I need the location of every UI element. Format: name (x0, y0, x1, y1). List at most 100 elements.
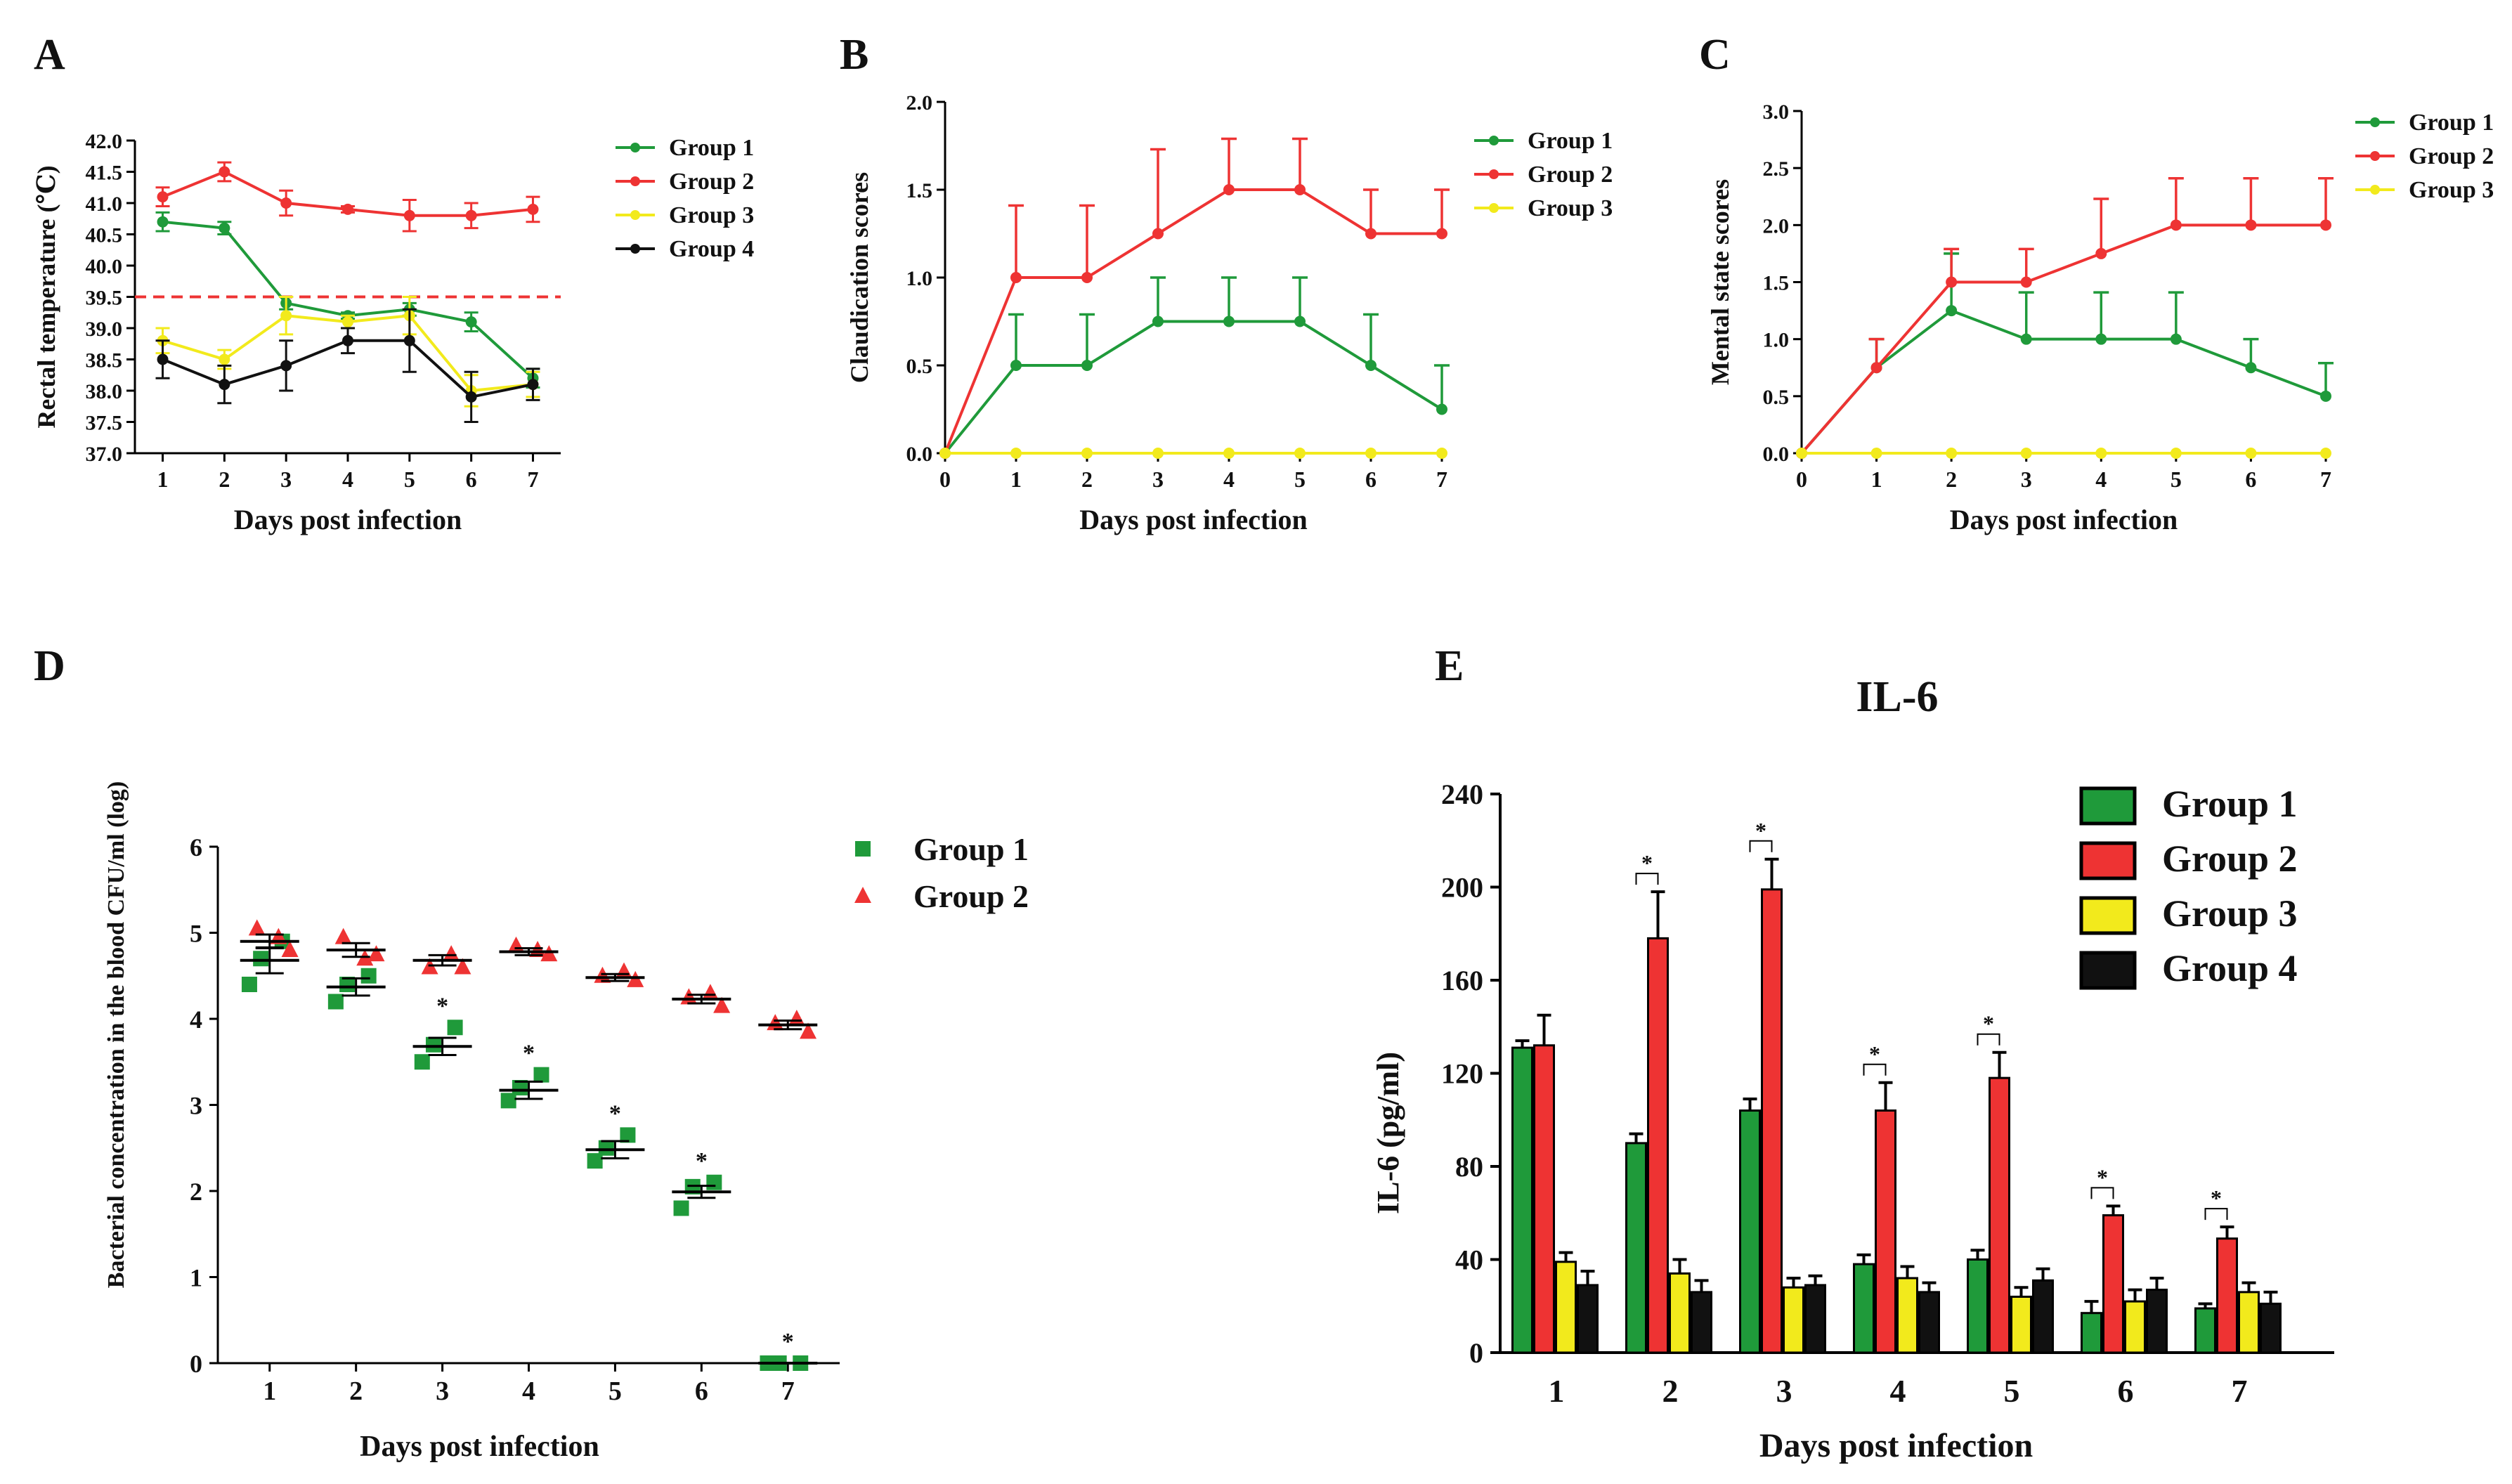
panel-e-y-tick-label: 40 (1455, 1244, 1483, 1276)
panel-b-data-point (939, 448, 951, 459)
panel-a-legend-label: Group 4 (669, 236, 754, 262)
panel-b-y-tick-label: 1.0 (906, 267, 933, 290)
panel-d-y-tick-label: 0 (190, 1350, 202, 1378)
panel-b-y-tick-label: 0.5 (906, 355, 933, 378)
panel-c-y-tick-label: 0.5 (1763, 386, 1790, 409)
panel-b-series-line-2 (944, 188, 1442, 454)
panel-c-legend-marker (2370, 185, 2380, 195)
panel-a-x-tick-label: 5 (404, 467, 415, 492)
panel-b-data-point (1010, 272, 1022, 283)
panel-d-point-group2 (701, 984, 719, 1001)
panel-b-data-point (1081, 272, 1093, 283)
panel-c-x-tick-label: 7 (2320, 467, 2331, 492)
panel-d-point-group2 (713, 996, 731, 1013)
panel-a-legend-marker (630, 244, 640, 254)
panel-c-data-point (2095, 247, 2107, 259)
panel-d-significance-star: * (436, 993, 448, 1019)
panel-d-point-group2 (767, 1014, 784, 1031)
panel-b-data-point (1294, 448, 1306, 459)
panel-d-significance-star: * (696, 1148, 708, 1174)
panel-e-significance-bracket (1977, 1033, 2000, 1046)
panel-c-data-point (2095, 448, 2107, 459)
panel-d-point-group2 (800, 1022, 817, 1039)
panel-c-data-point (2020, 333, 2032, 345)
panel-e-x-tick-label: 6 (2118, 1373, 2134, 1409)
panel-a-data-point (280, 197, 292, 209)
panel-label-d: D (34, 642, 65, 690)
panel-a-data-point (280, 360, 292, 372)
panel-b-data-point (1223, 184, 1235, 195)
panel-e-bar-group4 (2032, 1279, 2054, 1354)
panel-c-x-tick-label: 4 (2095, 467, 2107, 492)
panel-c-data-point (1946, 276, 1958, 288)
panel-c-x-tick-label: 5 (2171, 467, 2182, 492)
panel-e-bar-group2 (2216, 1237, 2238, 1354)
panel-c-y-tick-label: 2.5 (1763, 157, 1790, 181)
panel-d-significance-star: * (609, 1100, 621, 1126)
panel-c-legend-marker (2370, 151, 2380, 161)
panel-e-y-tick-label: 200 (1441, 872, 1483, 904)
panel-c-data-point (2245, 362, 2257, 374)
panel-e-bar-group3 (1783, 1286, 1804, 1354)
panel-e-bar-group2 (2102, 1214, 2124, 1354)
panel-e-bar-group1 (2194, 1307, 2216, 1354)
panel-a-x-tick-label: 3 (280, 467, 292, 492)
panel-e-significance-bracket (2090, 1187, 2114, 1199)
panel-e-bar-group1 (1625, 1142, 1647, 1354)
panel-b-y-axis-label: Claudication scores (845, 172, 873, 383)
panel-e-title: IL-6 (1856, 673, 1938, 721)
panel-a-data-point (403, 209, 415, 221)
panel-a-y-tick-label: 41.0 (86, 193, 123, 216)
panel-e-bar-group1 (1853, 1263, 1875, 1354)
panel-c-y-axis-label: Mental state scores (1706, 179, 1734, 385)
panel-b-data-point (1436, 448, 1447, 459)
panel-a-legend-label: Group 1 (669, 135, 754, 161)
panel-e-bar-group3 (1669, 1272, 1691, 1354)
panel-d-legend-marker-group1 (855, 841, 871, 857)
panel-b-x-tick-label: 3 (1152, 467, 1164, 492)
panel-a-x-axis-label: Days post infection (234, 504, 462, 535)
panel-e-significance-star: * (2211, 1185, 2222, 1211)
panel-d-point-group2 (281, 941, 299, 957)
panel-e-legend-label: Group 3 (2162, 892, 2298, 935)
panel-c-data-point (2320, 448, 2331, 459)
panel-a-legend-marker (630, 210, 640, 220)
panel-e-bar-group2 (1533, 1044, 1555, 1354)
panel-a-legend-marker (630, 143, 640, 152)
panel-d-x-tick-label: 2 (349, 1376, 363, 1406)
panel-a-y-tick-label: 42.0 (86, 130, 123, 153)
panel-d-legend-label: Group 2 (913, 878, 1029, 914)
panel-d-legend-marker-group2 (854, 887, 871, 903)
panel-d-point-group1 (447, 1020, 463, 1036)
panel-a-data-point (280, 310, 292, 322)
panel-c-legend-label: Group 2 (2409, 143, 2494, 169)
panel-e-y-axis-label: IL-6 (pg/ml) (1371, 1052, 1405, 1214)
panel-label-a: A (34, 31, 65, 79)
panel-b-x-tick-label: 0 (939, 467, 951, 492)
panel-d-x-tick-label: 7 (781, 1376, 795, 1406)
panel-e-significance-star: * (1755, 818, 1766, 843)
panel-d-significance-star: * (523, 1041, 535, 1067)
panel-d-point-group1 (327, 994, 344, 1010)
panel-e-x-tick-label: 7 (2232, 1373, 2248, 1409)
panel-e-bar-group3 (1896, 1277, 1918, 1354)
panel-e-y-tick-label: 80 (1455, 1151, 1483, 1183)
panel-a-y-tick-label: 39.5 (86, 287, 123, 310)
panel-c-data-point (1946, 305, 1958, 317)
panel-b-data-point (1436, 228, 1447, 240)
panel-d-point-group2 (680, 988, 698, 1005)
panel-e-bar-group3 (2124, 1300, 2146, 1354)
panel-b-data-point (1365, 360, 1377, 371)
panel-d-significance-star: * (782, 1329, 794, 1355)
panel-b-y-tick-label: 1.5 (906, 179, 933, 202)
panel-b-series-line-1 (944, 320, 1443, 455)
panel-c-x-tick-label: 2 (1946, 467, 1957, 492)
panel-a-x-tick-label: 2 (219, 467, 230, 492)
panel-d-y-axis-label: Bacterial concentration in the blood CFU… (103, 781, 129, 1288)
panel-e-legend-label: Group 2 (2162, 838, 2298, 880)
panel-b-y-tick-label: 0.0 (906, 443, 933, 466)
panel-e-bar-group2 (1875, 1109, 1896, 1354)
panel-a-data-point (342, 334, 353, 346)
panel-c-x-tick-label: 1 (1871, 467, 1882, 492)
